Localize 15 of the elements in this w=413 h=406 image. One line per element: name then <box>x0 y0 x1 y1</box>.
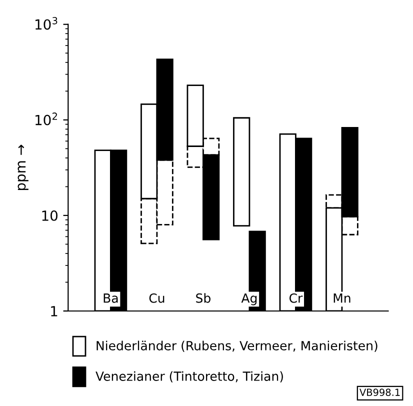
text: VB998.1 <box>360 388 400 396</box>
x-tick-label: Cu <box>149 293 164 303</box>
bar <box>233 117 250 226</box>
y-axis-title: ppm → <box>18 144 28 190</box>
x-tick-label: Ba <box>104 294 118 303</box>
y-tick-label: 10$^{2}$ <box>36 112 57 126</box>
y-tick-label: 10$^{3}$ <box>36 17 58 30</box>
x-tick-label: Mn <box>334 294 350 303</box>
legend-label: Venezianer (Tintoretto, Tizian) <box>96 371 283 382</box>
legend-label: Niederländer (Rubens, Vermeer, Manieristen) <box>96 340 378 352</box>
y-tick-label: 10 <box>42 210 58 221</box>
x-tick-label: Ag <box>241 294 257 306</box>
x-tick-label: Sb <box>196 293 210 303</box>
y-tick-label: 1 <box>51 306 58 316</box>
x-tick-label: Cr <box>289 293 303 303</box>
